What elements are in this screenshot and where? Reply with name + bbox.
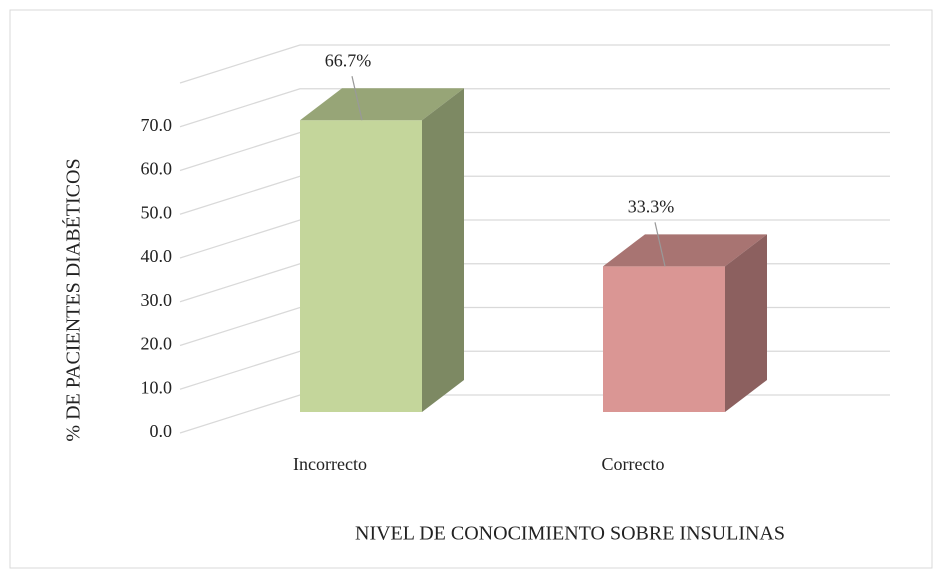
y-tick-label: 0.0: [150, 421, 173, 441]
y-tick-label: 10.0: [141, 377, 173, 397]
bar: [300, 88, 464, 412]
bar: [603, 234, 767, 412]
data-label: 66.7%: [325, 50, 372, 70]
leader-line: [351, 76, 363, 121]
bar-side: [725, 234, 767, 412]
leader-line: [654, 222, 666, 267]
data-label: 33.3%: [628, 196, 675, 216]
bar-front: [300, 120, 422, 412]
y-tick-label: 60.0: [141, 159, 173, 179]
y-axis-title: % DE PACIENTES DIABÉTICOS: [62, 158, 85, 441]
y-tick-label: 50.0: [141, 202, 173, 222]
bar-top: [300, 88, 464, 121]
bar-front: [603, 266, 725, 412]
bar-top: [603, 234, 767, 267]
y-tick-label: 30.0: [141, 290, 173, 310]
y-tick-label: 70.0: [141, 115, 173, 135]
bar-side: [422, 88, 464, 412]
x-axis-title: NIVEL DE CONOCIMIENTO SOBRE INSULINAS: [355, 523, 785, 545]
chart-border: [9, 9, 933, 569]
y-tick-label: 20.0: [141, 334, 173, 354]
grid-line: [179, 88, 890, 128]
grid-line: [179, 44, 890, 84]
x-tick-label: Incorrecto: [293, 454, 367, 474]
y-tick-label: 40.0: [141, 246, 173, 266]
x-tick-label: Correcto: [602, 454, 665, 474]
